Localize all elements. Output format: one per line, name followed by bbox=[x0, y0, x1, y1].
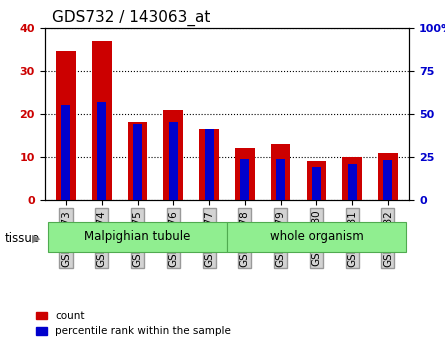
Bar bbox=[235, 148, 255, 200]
Bar bbox=[61, 105, 70, 200]
Bar bbox=[169, 122, 178, 200]
Bar bbox=[276, 159, 285, 200]
Bar bbox=[307, 161, 326, 200]
Bar bbox=[92, 41, 112, 200]
Bar bbox=[271, 144, 291, 200]
Bar bbox=[378, 152, 398, 200]
Text: Malpighian tubule: Malpighian tubule bbox=[84, 230, 191, 243]
Bar bbox=[163, 110, 183, 200]
Bar bbox=[133, 124, 142, 200]
Bar bbox=[384, 160, 392, 200]
Bar bbox=[128, 122, 147, 200]
Bar bbox=[205, 129, 214, 200]
Bar bbox=[342, 157, 362, 200]
Text: tissue: tissue bbox=[4, 232, 40, 245]
Text: whole organism: whole organism bbox=[270, 230, 363, 243]
Bar bbox=[48, 223, 227, 252]
Bar bbox=[56, 51, 76, 200]
Bar bbox=[240, 159, 249, 200]
Bar bbox=[348, 164, 356, 200]
Text: GDS732 / 143063_at: GDS732 / 143063_at bbox=[52, 10, 210, 26]
Bar bbox=[97, 102, 106, 200]
Bar bbox=[227, 223, 406, 252]
Bar bbox=[199, 129, 219, 200]
Bar bbox=[312, 167, 321, 200]
Text: ▶: ▶ bbox=[32, 234, 40, 244]
Legend: count, percentile rank within the sample: count, percentile rank within the sample bbox=[36, 311, 231, 336]
